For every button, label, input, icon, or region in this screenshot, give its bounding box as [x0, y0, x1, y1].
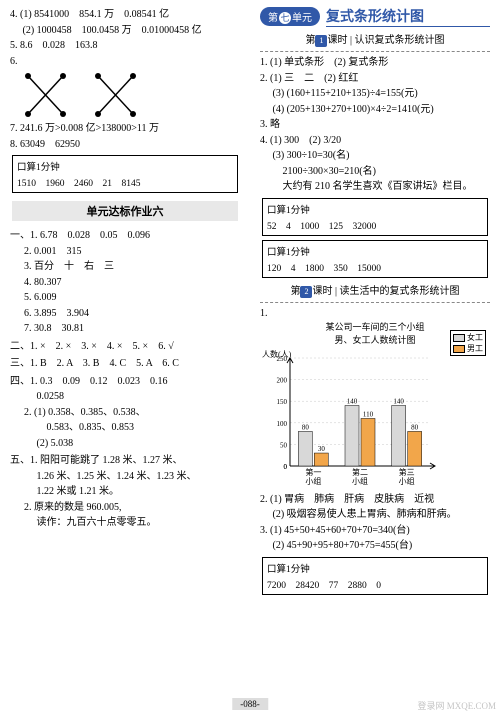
svg-text:小组: 小组: [352, 476, 368, 486]
page-number: -088-: [232, 698, 268, 710]
lesson-2-header: 第2课时 | 读生活中的复式条形统计图: [260, 282, 490, 298]
unit-pill: 第七单元: [260, 7, 320, 26]
text-line: (3) (160+115+210+135)÷4=155(元): [260, 87, 490, 101]
page: 4. (1) 8541000 854.1 万 0.08541 亿 (2) 100…: [0, 0, 500, 716]
box-values: 7200 28420 77 2880 0: [267, 577, 483, 591]
legend-item-male: 男工: [453, 343, 483, 354]
unit-title: 复式条形统计图: [326, 6, 490, 27]
text-line: 四、1. 0.3 0.09 0.12 0.023 0.16: [10, 375, 240, 389]
box-title: 口算1分钟: [267, 561, 483, 575]
text-line: 6.: [10, 55, 240, 69]
text-line: (2) 1000458 100.0458 万 0.01000458 亿: [10, 24, 240, 38]
text-line: (2) 吸烟容易使人患上胃病、肺病和肝病。: [260, 508, 490, 522]
text-line: 5. 8.6 0.028 163.8: [10, 39, 240, 53]
text-line: 大约有 210 名学生喜欢《百家讲坛》栏目。: [260, 180, 490, 194]
svg-text:200: 200: [277, 376, 288, 384]
svg-text:小组: 小组: [399, 476, 415, 486]
chart-q-number: 1.: [260, 307, 490, 321]
text-line: (3) 300÷10=30(名): [260, 149, 490, 163]
lesson-1-header: 第1课时 | 认识复式条形统计图: [260, 31, 490, 47]
text-line: 3. (1) 45+50+45+60+70+70=340(台): [260, 524, 490, 538]
right-column: 第七单元 复式条形统计图 第1课时 | 认识复式条形统计图 1. (1) 单式条…: [250, 0, 500, 716]
divider: [260, 51, 490, 52]
divider: [260, 302, 490, 303]
text-line: 五、1. 阳阳可能跳了 1.28 米、1.27 米、: [10, 454, 240, 468]
svg-text:50: 50: [280, 441, 288, 449]
text-line: (2) 45+90+95+80+70+75=455(台): [260, 539, 490, 553]
text-line: 2. 原来的数是 960.005,: [10, 501, 240, 515]
text-line: 7. 241.6 万>0.008 亿>138000>11 万: [10, 122, 240, 136]
section-2: 二、1. × 2. × 3. × 4. × 5. × 6. √: [10, 340, 240, 354]
svg-text:150: 150: [277, 398, 288, 406]
svg-text:250: 250: [277, 355, 288, 363]
legend-item-female: 女工: [453, 332, 483, 343]
svg-text:第三: 第三: [399, 467, 415, 477]
section-1: 一、1. 6.78 0.028 0.05 0.096 2. 0.001 315 …: [10, 229, 240, 336]
text-line: 7. 30.8 30.81: [10, 322, 240, 336]
text-line: 2. (1) 0.358、0.385、0.538、: [10, 406, 240, 420]
unit-header: 第七单元 复式条形统计图: [260, 6, 490, 27]
lesson-number: 2: [300, 286, 312, 298]
text-line: 4. 80.307: [10, 276, 240, 290]
box-values: 52 4 1000 125 32000: [267, 218, 483, 232]
text-line: 2. (1) 胃病 肺病 肝病 皮肤病 近视: [260, 493, 490, 507]
matching-diagram: [18, 70, 138, 120]
text-line: 读作：九百六十点零零五。: [10, 516, 240, 530]
section-4: 四、1. 0.3 0.09 0.12 0.023 0.16 0.0258 2. …: [10, 375, 240, 451]
mental-math-box: 口算1分钟 120 4 1800 350 15000: [262, 240, 488, 278]
svg-text:30: 30: [318, 445, 326, 453]
box-values: 1510 1960 2460 21 8145: [17, 175, 233, 189]
text-line: 1. (1) 单式条形 (2) 复式条形: [260, 56, 490, 70]
text-line: 2. (1) 三 二 (2) 红红: [260, 72, 490, 86]
svg-text:110: 110: [363, 410, 374, 418]
svg-text:第二: 第二: [352, 467, 368, 477]
svg-text:80: 80: [411, 423, 419, 431]
section-3: 三、1. B 2. A 3. B 4. C 5. A 6. C: [10, 357, 240, 371]
text-line: 3. 略: [260, 118, 490, 132]
text-line: 8. 63049 62950: [10, 138, 240, 152]
text-line: 3. 百分 十 右 三: [10, 260, 240, 274]
text-line: 4. (1) 300 (2) 3/20: [260, 134, 490, 148]
svg-text:第一: 第一: [305, 467, 321, 477]
unit-number: 七: [279, 12, 291, 24]
text-line: 1.26 米、1.25 米、1.24 米、1.23 米、: [10, 470, 240, 484]
text-line: 4. (1) 8541000 854.1 万 0.08541 亿: [10, 8, 240, 22]
text-line: (4) (205+130+270+100)×4÷2=1410(元): [260, 103, 490, 117]
mental-math-box: 口算1分钟 7200 28420 77 2880 0: [262, 557, 488, 595]
bar-chart: 人数(人)0501001502002508030第一小组140110第二小组14…: [260, 348, 490, 488]
box-values: 120 4 1800 350 15000: [267, 260, 483, 274]
chart-legend: 女工 男工: [450, 330, 486, 356]
unit-assignment-header: 单元达标作业六: [12, 201, 238, 221]
text-line: 0.0258: [10, 390, 240, 404]
box-title: 口算1分钟: [17, 159, 233, 173]
mental-math-box: 口算1分钟 1510 1960 2460 21 8145: [12, 155, 238, 193]
lesson-number: 1: [315, 35, 327, 47]
box-title: 口算1分钟: [267, 244, 483, 258]
section-5: 五、1. 阳阳可能跳了 1.28 米、1.27 米、 1.26 米、1.25 米…: [10, 454, 240, 530]
left-column: 4. (1) 8541000 854.1 万 0.08541 亿 (2) 100…: [0, 0, 250, 716]
text-line: 6. 3.895 3.904: [10, 307, 240, 321]
text-line: 2100÷300×30=210(名): [260, 165, 490, 179]
svg-text:100: 100: [277, 419, 288, 427]
text-line: 2. 0.001 315: [10, 245, 240, 259]
svg-text:140: 140: [347, 397, 358, 405]
text-line: 一、1. 6.78 0.028 0.05 0.096: [10, 229, 240, 243]
box-title: 口算1分钟: [267, 202, 483, 216]
text-line: 0.583、0.835、0.853: [10, 421, 240, 435]
svg-text:140: 140: [393, 397, 404, 405]
watermark: 登录网 MXQE.COM: [417, 699, 496, 712]
svg-text:小组: 小组: [305, 476, 321, 486]
text-line: 1.22 米或 1.21 米。: [10, 485, 240, 499]
svg-text:80: 80: [302, 423, 310, 431]
svg-text:0: 0: [284, 463, 288, 471]
text-line: 5. 6.009: [10, 291, 240, 305]
mental-math-box: 口算1分钟 52 4 1000 125 32000: [262, 198, 488, 236]
text-line: (2) 5.038: [10, 437, 240, 451]
